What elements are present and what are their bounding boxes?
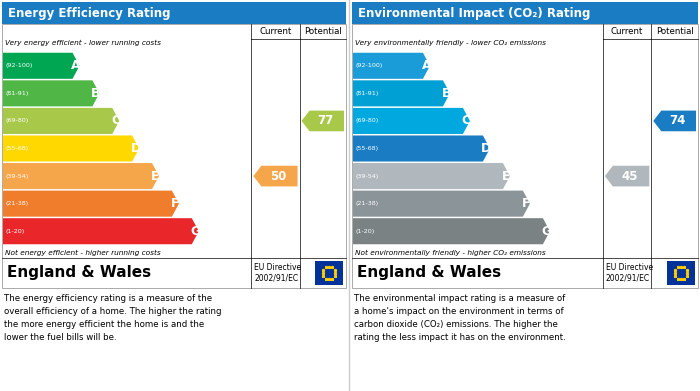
Text: A: A xyxy=(421,59,431,72)
Polygon shape xyxy=(605,166,650,187)
Text: E: E xyxy=(151,170,160,183)
Text: overall efficiency of a home. The higher the rating: overall efficiency of a home. The higher… xyxy=(4,307,221,316)
Text: Environmental Impact (CO₂) Rating: Environmental Impact (CO₂) Rating xyxy=(358,7,590,20)
Polygon shape xyxy=(3,190,179,217)
Text: The energy efficiency rating is a measure of the: The energy efficiency rating is a measur… xyxy=(4,294,212,303)
Text: England & Wales: England & Wales xyxy=(357,265,501,280)
Text: (92-100): (92-100) xyxy=(6,63,34,68)
Bar xyxy=(2,2,346,24)
Text: (81-91): (81-91) xyxy=(356,91,379,96)
Text: rating the less impact it has on the environment.: rating the less impact it has on the env… xyxy=(354,333,566,342)
Bar xyxy=(315,261,343,285)
Text: G: G xyxy=(190,225,200,238)
Text: Potential: Potential xyxy=(656,27,694,36)
Text: (92-100): (92-100) xyxy=(356,63,384,68)
Text: D: D xyxy=(482,142,491,155)
Polygon shape xyxy=(3,108,119,134)
Text: Not energy efficient - higher running costs: Not energy efficient - higher running co… xyxy=(5,250,161,256)
Text: (69-80): (69-80) xyxy=(6,118,29,124)
Text: England & Wales: England & Wales xyxy=(7,265,151,280)
Polygon shape xyxy=(353,163,510,189)
Text: (1-20): (1-20) xyxy=(6,229,25,234)
Text: F: F xyxy=(522,197,531,210)
Bar xyxy=(2,24,346,288)
Text: carbon dioxide (CO₂) emissions. The higher the: carbon dioxide (CO₂) emissions. The high… xyxy=(354,320,558,329)
Polygon shape xyxy=(3,218,199,244)
Text: Not environmentally friendly - higher CO₂ emissions: Not environmentally friendly - higher CO… xyxy=(355,250,546,256)
Text: 50: 50 xyxy=(270,170,286,183)
Text: EU Directive
2002/91/EC: EU Directive 2002/91/EC xyxy=(254,263,302,283)
Text: (21-38): (21-38) xyxy=(356,201,379,206)
Text: 45: 45 xyxy=(622,170,638,183)
Text: E: E xyxy=(502,170,511,183)
Text: Very energy efficient - lower running costs: Very energy efficient - lower running co… xyxy=(5,40,161,46)
Text: Potential: Potential xyxy=(304,27,342,36)
Text: (1-20): (1-20) xyxy=(356,229,375,234)
Text: B: B xyxy=(91,87,101,100)
Bar xyxy=(352,24,698,288)
Polygon shape xyxy=(353,135,490,161)
Text: F: F xyxy=(172,197,180,210)
Text: (39-54): (39-54) xyxy=(356,174,379,179)
Polygon shape xyxy=(353,80,450,106)
Text: A: A xyxy=(71,59,81,72)
Text: (21-38): (21-38) xyxy=(6,201,29,206)
Text: G: G xyxy=(541,225,552,238)
Text: Energy Efficiency Rating: Energy Efficiency Rating xyxy=(8,7,171,20)
Polygon shape xyxy=(353,190,530,217)
Text: Very environmentally friendly - lower CO₂ emissions: Very environmentally friendly - lower CO… xyxy=(355,40,546,46)
Text: the more energy efficient the home is and the: the more energy efficient the home is an… xyxy=(4,320,204,329)
Text: (69-80): (69-80) xyxy=(356,118,379,124)
Text: a home's impact on the environment in terms of: a home's impact on the environment in te… xyxy=(354,307,564,316)
Text: EU Directive
2002/91/EC: EU Directive 2002/91/EC xyxy=(606,263,653,283)
Polygon shape xyxy=(653,111,696,131)
Polygon shape xyxy=(353,108,470,134)
Text: The environmental impact rating is a measure of: The environmental impact rating is a mea… xyxy=(354,294,566,303)
Text: (39-54): (39-54) xyxy=(6,174,29,179)
Text: C: C xyxy=(462,115,471,127)
Text: B: B xyxy=(442,87,452,100)
Text: D: D xyxy=(130,142,141,155)
Polygon shape xyxy=(3,163,159,189)
Text: 74: 74 xyxy=(669,115,685,127)
Text: 77: 77 xyxy=(317,115,334,127)
Polygon shape xyxy=(3,135,139,161)
Text: (81-91): (81-91) xyxy=(6,91,29,96)
Text: Current: Current xyxy=(611,27,643,36)
Text: Current: Current xyxy=(259,27,292,36)
Bar xyxy=(352,2,698,24)
Polygon shape xyxy=(353,218,550,244)
Bar xyxy=(667,261,695,285)
Text: C: C xyxy=(111,115,120,127)
Polygon shape xyxy=(302,111,344,131)
Text: (55-68): (55-68) xyxy=(6,146,29,151)
Polygon shape xyxy=(353,53,430,79)
Polygon shape xyxy=(253,166,298,187)
Text: (55-68): (55-68) xyxy=(356,146,379,151)
Text: lower the fuel bills will be.: lower the fuel bills will be. xyxy=(4,333,117,342)
Polygon shape xyxy=(3,53,80,79)
Polygon shape xyxy=(3,80,99,106)
